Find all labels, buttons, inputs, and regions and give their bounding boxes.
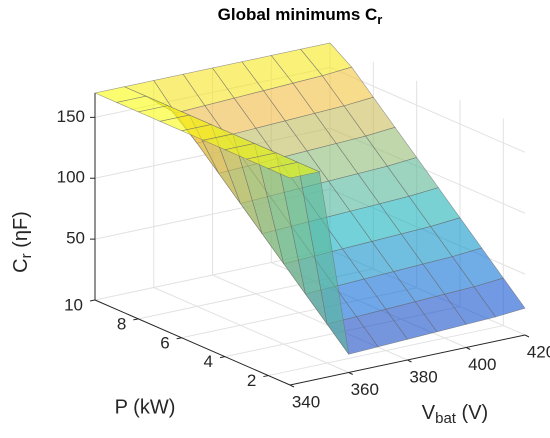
xlabel-main: V	[422, 402, 436, 424]
y-tick	[176, 337, 182, 340]
x-tick-label: 380	[409, 367, 437, 386]
xlabel-rest: (V)	[456, 402, 488, 424]
x-tick-label: 400	[468, 355, 496, 374]
title-sub: r	[377, 12, 382, 27]
z-tick-label: 50	[66, 229, 85, 248]
xlabel-sub: bat	[435, 410, 457, 427]
y-tick	[89, 299, 96, 302]
x-axis-label: Vbat (V)	[422, 402, 488, 427]
grid-line	[153, 287, 349, 373]
z-axis-label: Cr (ηF)	[10, 211, 35, 273]
x-tick	[289, 384, 295, 388]
y-tick	[219, 356, 226, 359]
y-tick	[133, 318, 139, 321]
x-tick-label: 340	[292, 392, 320, 411]
y-tick-label: 4	[204, 352, 213, 371]
x-tick	[466, 347, 471, 350]
y-tick-label: 8	[117, 314, 126, 333]
y-tick-label: 6	[160, 333, 169, 352]
z-tick-label: 150	[57, 107, 85, 126]
x-tick	[348, 372, 353, 375]
surface-patch	[267, 161, 321, 179]
title-main: Global minimums C	[218, 5, 378, 24]
x-tick	[407, 359, 412, 363]
y-tick-label: 2	[247, 371, 256, 390]
zlabel-sub: r	[18, 253, 35, 258]
chart-title: Global minimums Cr	[218, 5, 383, 27]
grid-line	[329, 66, 526, 153]
y-tick	[263, 375, 269, 378]
y-axis	[94, 299, 291, 386]
zlabel-main: C	[10, 258, 32, 272]
y-axis-label: P (kW)	[115, 396, 176, 418]
grid-line	[268, 325, 504, 377]
x-tick	[524, 334, 530, 338]
z-tick-label: 100	[57, 168, 85, 187]
y-tick-label: 10	[64, 295, 83, 314]
zlabel-rest: (ηF)	[10, 211, 32, 253]
x-tick-label: 360	[351, 380, 379, 399]
x-tick-label: 420	[527, 342, 550, 361]
